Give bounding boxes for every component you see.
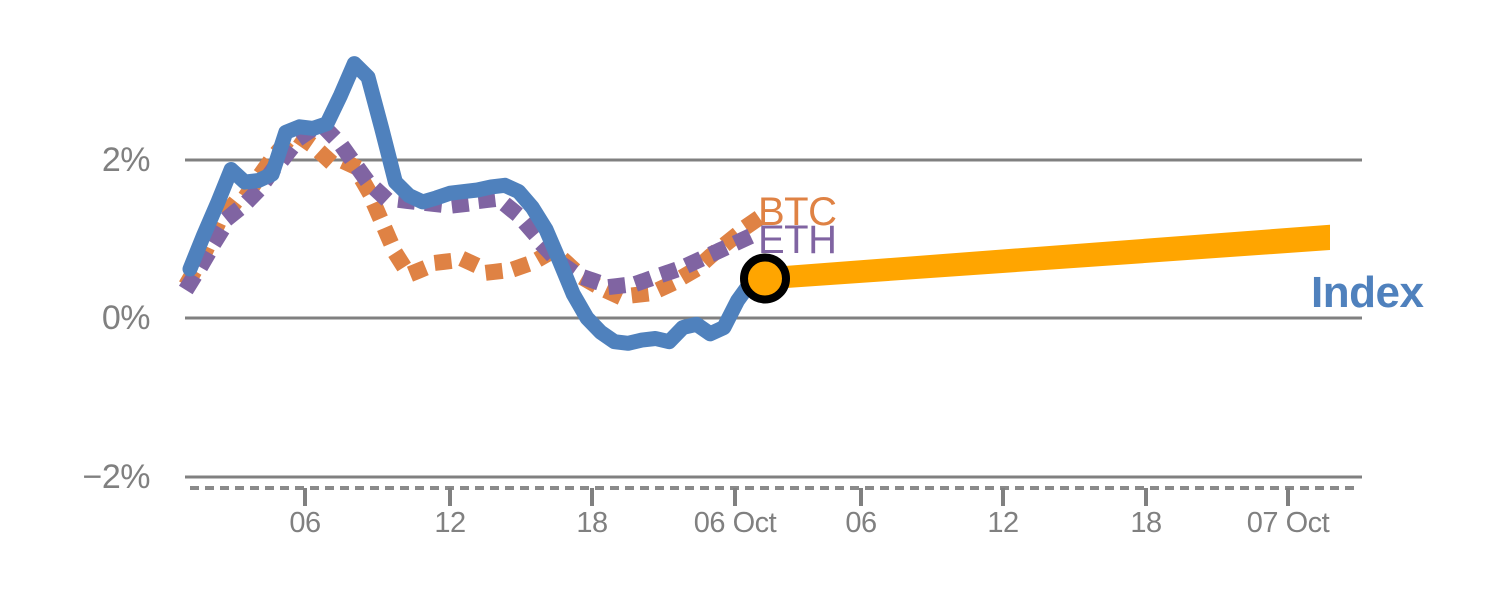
- index-label: Index: [1311, 268, 1424, 317]
- y-tick-label-2pct: 2%: [101, 141, 151, 179]
- x-axis-ticks: [303, 488, 1290, 506]
- x-tick-label-0: 06: [289, 507, 321, 539]
- x-tick-label-6: 18: [1130, 507, 1162, 539]
- x-tick-label-3: 06 Oct: [693, 507, 777, 539]
- x-tick-label-7: 07 Oct: [1246, 507, 1330, 539]
- forecast-band: [765, 224, 1330, 290]
- x-tick-label-2: 18: [576, 507, 608, 539]
- eth-label: ETH: [758, 218, 837, 262]
- current-value-marker[interactable]: [740, 253, 790, 304]
- y-tick-label-0pct: 0%: [101, 299, 151, 337]
- x-tick-label-4: 06: [845, 507, 877, 539]
- x-tick-label-5: 12: [987, 507, 1019, 539]
- btc-label: BTC: [758, 190, 837, 234]
- x-tick-label-1: 12: [434, 507, 466, 539]
- gridlines: [185, 158, 1362, 479]
- series-line-index: [182, 56, 773, 351]
- y-tick-label-neg2pct: −2%: [82, 458, 151, 496]
